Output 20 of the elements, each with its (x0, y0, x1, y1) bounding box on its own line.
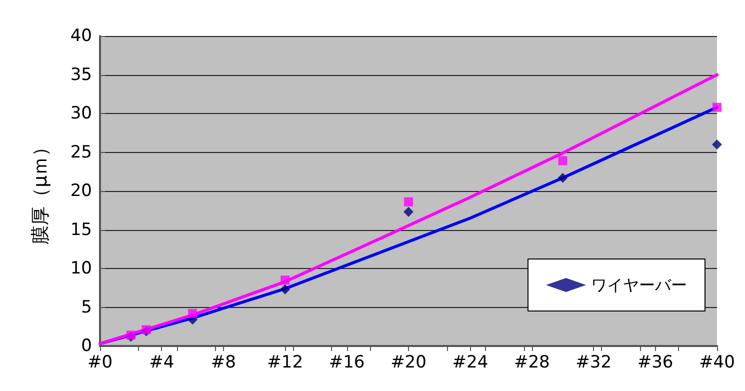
x-tick-label: #20 (390, 352, 426, 372)
x-tick-label: #12 (267, 352, 304, 372)
y-tick-label: 5 (81, 297, 92, 318)
x-tick-label: #24 (452, 352, 488, 372)
y-tick-label: 30 (70, 104, 92, 124)
y-tick-label: 25 (70, 142, 92, 162)
x-tick-label: #32 (576, 352, 612, 372)
y-axis-title: 膜厚（μｍ） (30, 137, 52, 245)
y-tick-label: 20 (70, 181, 92, 201)
y-tick-label: 10 (70, 258, 92, 278)
x-tick-label: #8 (210, 352, 236, 372)
y-tick-label: 35 (70, 64, 92, 85)
legend-label: ワイヤーバー (591, 276, 687, 294)
x-tick-label: #4 (149, 352, 174, 372)
x-tick-label: #40 (699, 352, 735, 372)
x-tick-label: #28 (514, 352, 550, 372)
x-tick-label: #36 (637, 352, 674, 372)
y-tick-label: 40 (70, 26, 92, 46)
y-tick-label: 15 (70, 220, 92, 240)
x-tick-label: #16 (328, 352, 365, 372)
